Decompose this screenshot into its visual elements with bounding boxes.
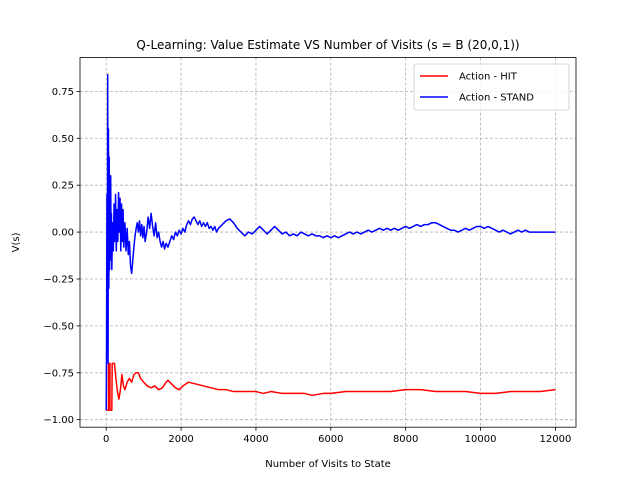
y-tick-label: −0.75	[43, 368, 74, 379]
x-tick-label: 2000	[168, 434, 193, 445]
x-tick-label: 4000	[243, 434, 268, 445]
x-tick-label: 8000	[393, 434, 418, 445]
y-axis-label: V(s)	[11, 232, 22, 252]
axis-ticks: 0 2000 4000 6000 8000 10000 12000 −1.00 −0.75 −0.…	[43, 87, 571, 445]
chart-title: Q-Learning: Value Estimate VS Number of …	[136, 38, 519, 52]
y-tick-label: 0.50	[52, 134, 74, 145]
legend-label-stand: Action - STAND	[459, 93, 534, 104]
y-tick-label: −0.25	[43, 274, 74, 285]
x-axis-label: Number of Visits to State	[265, 459, 391, 470]
series-line-hit	[106, 362, 556, 412]
y-tick-label: 0.00	[52, 228, 74, 239]
y-tick-label: 0.25	[52, 181, 74, 192]
plot-series	[105, 73, 556, 412]
grid-lines	[80, 57, 576, 428]
y-tick-label: −1.00	[43, 415, 74, 426]
series-line-stand	[105, 73, 556, 411]
x-tick-label: 0	[103, 434, 109, 445]
legend-box	[413, 63, 570, 111]
y-tick-label: −0.50	[43, 321, 74, 332]
legend-label-hit: Action - HIT	[459, 72, 518, 83]
x-tick-label: 10000	[465, 434, 497, 445]
x-tick-label: 6000	[318, 434, 343, 445]
legend: Action - HIT Action - STAND	[413, 63, 570, 111]
x-tick-label: 12000	[540, 434, 572, 445]
plot-frame	[79, 57, 577, 428]
y-tick-label: 0.75	[52, 87, 74, 98]
